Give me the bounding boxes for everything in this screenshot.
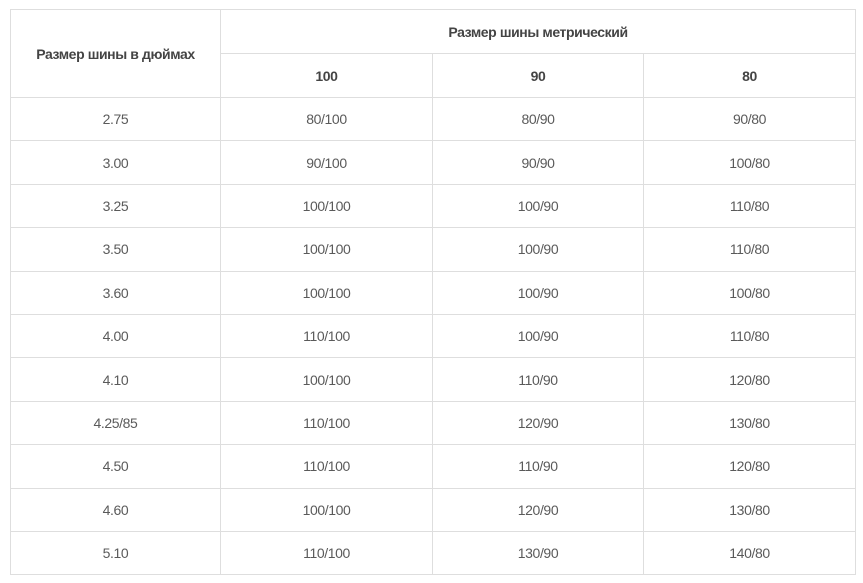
metric-size-cell: 110/80 [642, 313, 857, 359]
inch-size-cell: 3.25 [10, 183, 221, 229]
metric-size-cell: 100/100 [220, 227, 433, 272]
metric-size-cell: 90/80 [642, 96, 857, 142]
metric-size-cell: 100/100 [220, 357, 433, 402]
metric-size-cell: 100/100 [220, 183, 433, 229]
metric-size-cell: 100/100 [220, 487, 433, 532]
inch-size-cell: 4.50 [10, 444, 221, 489]
metric-size-cell: 100/100 [220, 270, 433, 315]
metric-size-cell: 80/100 [220, 96, 433, 142]
table-row: 4.60 100/100 120/90 130/80 [10, 487, 857, 532]
metric-size-cell: 90/90 [432, 140, 644, 185]
metric-size-cell: 110/80 [642, 183, 857, 229]
header-sub-90: 90 [432, 53, 644, 98]
inch-size-cell: 2.75 [10, 96, 221, 142]
metric-size-cell: 130/80 [642, 487, 857, 532]
metric-size-cell: 90/100 [220, 140, 433, 185]
header-sub-80: 80 [642, 53, 857, 98]
metric-size-cell: 100/90 [432, 270, 644, 315]
table-row: 5.10 110/100 130/90 140/80 [10, 530, 857, 576]
tire-size-table: Размер шины в дюймах Размер шины метриче… [10, 9, 857, 576]
header-metric: Размер шины метрический [219, 9, 857, 54]
table-row: 3.50 100/100 100/90 110/80 [10, 227, 857, 272]
metric-size-cell: 110/90 [432, 444, 644, 489]
inch-size-cell: 4.10 [10, 357, 221, 402]
metric-size-cell: 110/80 [642, 227, 857, 272]
table-row: 4.00 110/100 100/90 110/80 [10, 313, 857, 359]
header-sub-100: 100 [220, 53, 433, 98]
inch-size-cell: 4.25/85 [10, 400, 221, 446]
inch-size-cell: 4.00 [10, 313, 221, 359]
metric-size-cell: 130/80 [642, 400, 857, 446]
metric-size-cell: 110/100 [220, 530, 433, 576]
table-row: 3.25 100/100 100/90 110/80 [10, 183, 857, 229]
header-inches: Размер шины в дюймах [10, 9, 221, 98]
metric-size-cell: 100/90 [432, 313, 644, 359]
metric-size-cell: 120/80 [642, 444, 857, 489]
table-row: 4.25/85 110/100 120/90 130/80 [10, 400, 857, 446]
inch-size-cell: 3.50 [10, 227, 221, 272]
table-row: 2.75 80/100 80/90 90/80 [10, 96, 857, 142]
metric-size-cell: 110/100 [220, 313, 433, 359]
metric-size-cell: 100/90 [432, 183, 644, 229]
metric-size-cell: 110/90 [432, 357, 644, 402]
inch-size-cell: 4.60 [10, 487, 221, 532]
table-row: 4.50 110/100 110/90 120/80 [10, 444, 857, 489]
metric-size-cell: 100/90 [432, 227, 644, 272]
inch-size-cell: 5.10 [10, 530, 221, 576]
metric-size-cell: 110/100 [220, 400, 433, 446]
metric-size-cell: 80/90 [432, 96, 644, 142]
metric-size-cell: 100/80 [642, 270, 857, 315]
table-row: 3.60 100/100 100/90 100/80 [10, 270, 857, 315]
metric-size-cell: 120/80 [642, 357, 857, 402]
table-body: 2.75 80/100 80/90 90/80 3.00 90/100 90/90 100/8… [10, 96, 857, 576]
metric-size-cell: 140/80 [642, 530, 857, 576]
metric-size-cell: 120/90 [432, 400, 644, 446]
inch-size-cell: 3.60 [10, 270, 221, 315]
table-row: 3.00 90/100 90/90 100/80 [10, 140, 857, 185]
metric-size-cell: 100/80 [642, 140, 857, 185]
inch-size-cell: 3.00 [10, 140, 221, 185]
metric-size-cell: 110/100 [220, 444, 433, 489]
table-row: 4.10 100/100 110/90 120/80 [10, 357, 857, 402]
metric-size-cell: 130/90 [432, 530, 644, 576]
metric-size-cell: 120/90 [432, 487, 644, 532]
